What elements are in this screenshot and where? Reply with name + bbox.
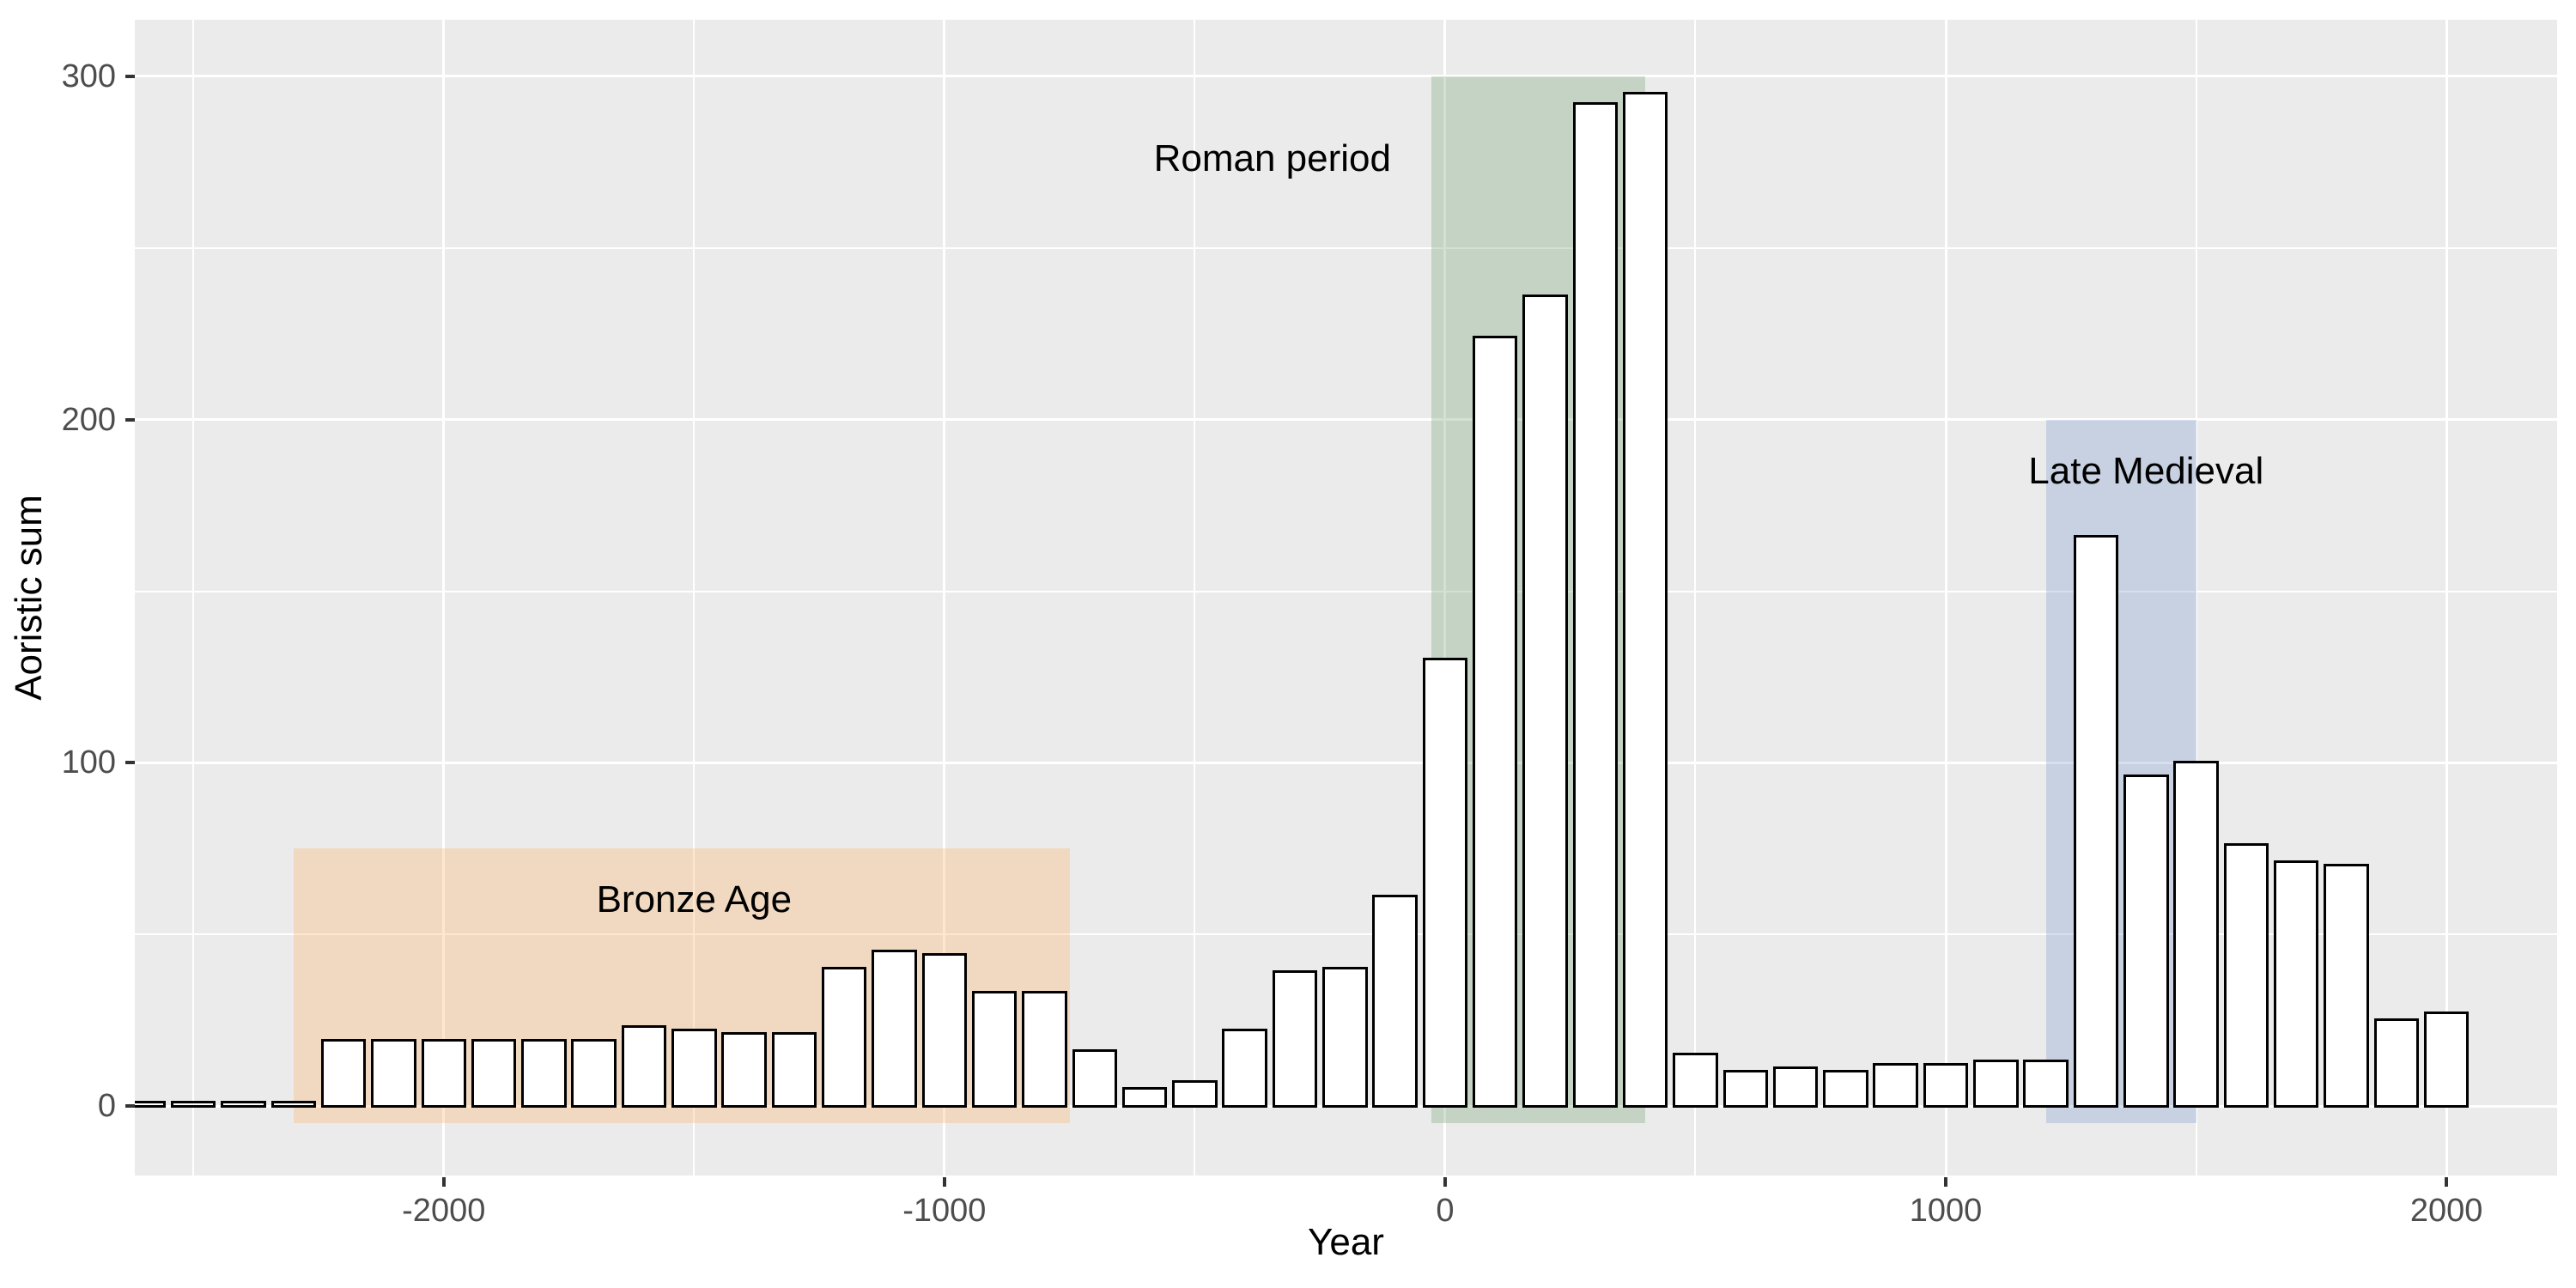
period-label-bronze-age: Bronze Age (596, 878, 793, 921)
bar (521, 1039, 567, 1109)
period-rect-late-medieval (2045, 419, 2196, 1124)
bar (1272, 970, 1318, 1109)
y-minor-gridline (135, 246, 2557, 249)
bar (221, 1101, 266, 1109)
bar (2324, 864, 2369, 1109)
x-major-gridline (1944, 20, 1947, 1176)
y-tick-mark (125, 1104, 135, 1109)
bar (135, 1101, 167, 1109)
bar (2273, 860, 2319, 1109)
x-major-gridline (943, 20, 946, 1176)
bar (1722, 1070, 1769, 1109)
bar (1973, 1060, 2019, 1109)
x-tick-label: -1000 (902, 1193, 987, 1229)
bar (2173, 761, 2219, 1109)
y-major-gridline (135, 418, 2557, 422)
bar (971, 991, 1018, 1109)
bar (421, 1039, 466, 1109)
bar (1622, 91, 1668, 1109)
bar (1422, 658, 1468, 1109)
x-tick-mark (2445, 1177, 2449, 1187)
y-tick-label: 200 (61, 401, 116, 438)
x-major-gridline (2445, 20, 2448, 1176)
x-axis-title: Year (1308, 1221, 1384, 1263)
bar (1072, 1049, 1118, 1109)
bar (471, 1039, 517, 1109)
bar (1322, 967, 1368, 1109)
y-minor-gridline (135, 590, 2557, 592)
y-major-gridline (135, 761, 2557, 764)
bar (1022, 991, 1067, 1109)
bar (1522, 294, 1568, 1109)
x-tick-mark (441, 1177, 446, 1187)
bar (621, 1025, 667, 1109)
x-minor-gridline (693, 20, 696, 1176)
y-tick-mark (125, 74, 135, 78)
bar (320, 1039, 367, 1109)
bar (2223, 843, 2269, 1109)
x-major-gridline (442, 20, 446, 1176)
bar (2073, 534, 2119, 1109)
bar (1172, 1080, 1218, 1109)
bar (872, 950, 917, 1109)
y-tick-mark (125, 761, 135, 765)
bar (721, 1032, 767, 1109)
y-tick-label: 0 (97, 1088, 116, 1125)
x-minor-gridline (2195, 20, 2197, 1176)
period-label-late-medieval: Late Medieval (2028, 449, 2264, 492)
bar (2023, 1060, 2069, 1109)
bar (671, 1029, 717, 1109)
y-major-gridline (135, 75, 2557, 78)
x-tick-mark (1443, 1177, 1447, 1187)
bar (1873, 1063, 1918, 1109)
x-tick-label: -2000 (402, 1193, 486, 1229)
y-tick-label: 300 (61, 58, 116, 94)
bar (1121, 1087, 1168, 1109)
y-minor-gridline (135, 933, 2557, 936)
x-tick-label: 0 (1436, 1193, 1455, 1229)
bar (1572, 101, 1619, 1109)
x-minor-gridline (192, 20, 195, 1176)
x-tick-label: 1000 (1909, 1193, 1983, 1229)
x-tick-mark (942, 1177, 946, 1187)
bar (1222, 1029, 1267, 1109)
bar (822, 967, 867, 1109)
bar (1923, 1063, 1969, 1109)
bar (571, 1039, 617, 1109)
bar (1823, 1070, 1868, 1109)
bar (1473, 335, 1518, 1109)
bar (270, 1101, 317, 1109)
x-minor-gridline (1694, 20, 1697, 1176)
bar (2123, 775, 2169, 1109)
bar (921, 953, 968, 1109)
bar (1772, 1066, 1819, 1109)
y-tick-label: 100 (61, 744, 116, 781)
x-major-gridline (1443, 20, 1447, 1176)
y-tick-mark (125, 417, 135, 422)
bar (170, 1101, 216, 1109)
bar (1673, 1053, 1718, 1109)
x-minor-gridline (1194, 20, 1196, 1176)
bar (2423, 1012, 2470, 1109)
period-label-roman-period: Roman period (1153, 137, 1391, 179)
bar (2373, 1018, 2420, 1109)
plot-panel: Bronze Age Roman period Late Medieval (135, 20, 2557, 1176)
x-tick-mark (1944, 1177, 1948, 1187)
x-tick-label: 2000 (2409, 1193, 2483, 1229)
bar (771, 1032, 817, 1109)
y-axis-title: Aoristic sum (8, 495, 50, 701)
bar (371, 1039, 416, 1109)
bar (1372, 895, 1418, 1109)
